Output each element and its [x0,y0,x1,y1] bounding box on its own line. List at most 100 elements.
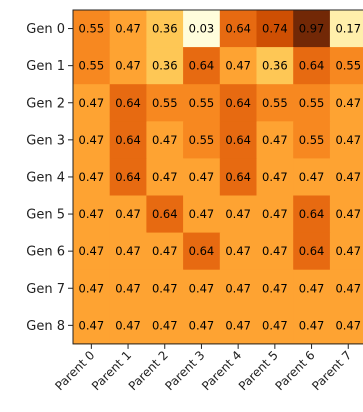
heatmap-cell [256,47,294,85]
y-tick-label: Gen 4 [26,170,65,185]
cell-value-label: 0.55 [189,133,215,147]
cell-value-label: 0.47 [335,318,361,332]
cell-value-label: 0.64 [152,207,178,221]
cell-value-label: 0.47 [335,244,361,258]
cell-value-label: 0.47 [189,318,215,332]
cell-value-label: 0.55 [152,96,178,110]
cell-value-label: 0.47 [225,318,251,332]
cell-value-label: 0.55 [299,96,325,110]
cell-value-label: 0.74 [262,22,288,36]
cell-value-label: 0.17 [335,22,361,36]
cell-value-label: 0.36 [262,59,288,73]
heatmap-cell [183,121,221,159]
cell-value-label: 0.47 [262,133,288,147]
cell-value-label: 0.47 [262,207,288,221]
heatmap-cell [256,306,294,345]
cell-value-label: 0.47 [335,133,361,147]
heatmap-cell [73,121,111,159]
cell-value-label: 0.55 [299,133,325,147]
heatmap-cell [293,232,331,271]
cell-value-label: 0.47 [115,281,141,295]
heatmap-cell [219,47,258,85]
heatmap-cell [183,269,221,308]
heatmap-cell [256,232,294,271]
cell-value-label: 0.64 [115,133,141,147]
heatmap-cell [183,47,221,85]
heatmap-cell [73,195,111,234]
cell-value-label: 0.36 [152,59,178,73]
heatmap-cell [146,232,184,271]
heatmap-cell [219,121,258,159]
cell-value-label: 0.47 [189,170,215,184]
cell-value-label: 0.47 [79,133,105,147]
heatmap-cell [73,158,111,197]
heatmap-cell [293,121,331,159]
y-tick-label: Gen 2 [26,96,65,111]
heatmap-cell [219,195,258,234]
heatmap-cell [256,195,294,234]
heatmap-cell [329,306,363,345]
heatmap-cell [329,269,363,308]
cell-value-label: 0.47 [115,22,141,36]
cell-value-label: 0.47 [152,170,178,184]
heatmap-cells [73,10,363,345]
cell-value-label: 0.64 [225,22,251,36]
cell-value-label: 0.64 [299,59,325,73]
heatmap-cell [146,84,184,122]
cell-value-label: 0.47 [189,207,215,221]
heatmap-cell [293,84,331,122]
cell-value-label: 0.55 [335,59,361,73]
cell-value-label: 0.47 [299,318,325,332]
y-tick-label: Gen 5 [26,208,65,223]
heatmap-cell [73,232,111,271]
heatmap-cell [109,47,147,85]
y-axis: Gen 0 Gen 1 Gen 2 Gen 3 Gen 4 Gen 5 Gen 6 Gen 7… [26,22,73,334]
heatmap-cell [73,306,111,345]
heatmap-cell [256,269,294,308]
heatmap-cell [73,47,111,85]
heatmap-cell [183,306,221,345]
heatmap-cell [183,232,221,271]
cell-value-label: 0.47 [79,244,105,258]
heatmap-cell [183,158,221,197]
heatmap-cell [146,306,184,345]
cell-value-label: 0.47 [225,244,251,258]
y-tick-label: Gen 1 [26,59,65,74]
heatmap-cell [329,195,363,234]
cell-value-label: 0.47 [335,96,361,110]
heatmap-cell [256,10,294,48]
cell-value-label: 0.47 [115,59,141,73]
heatmap-cell [73,269,111,308]
cell-value-label: 0.64 [225,96,251,110]
cell-value-label: 0.64 [189,244,215,258]
cell-value-label: 0.47 [115,318,141,332]
heatmap-cell [183,10,221,48]
cell-value-label: 0.64 [299,244,325,258]
heatmap-cell [329,158,363,197]
cell-value-label: 0.47 [79,207,105,221]
heatmap-cell [109,158,147,197]
cell-value-label: 0.97 [299,22,325,36]
cell-value-label: 0.47 [262,281,288,295]
cell-value-label: 0.36 [152,22,178,36]
cell-value-label: 0.64 [225,170,251,184]
cell-value-label: 0.47 [189,281,215,295]
heatmap-cell [256,84,294,122]
heatmap-cell [293,306,331,345]
heatmap-cell [256,121,294,159]
y-tick-label: Gen 6 [26,245,65,260]
heatmap-cell [329,232,363,271]
cell-value-label: 0.47 [152,318,178,332]
cell-value-label: 0.55 [79,22,105,36]
y-tick-label: Gen 3 [26,133,65,148]
cell-value-label: 0.47 [79,318,105,332]
cell-value-label: 0.64 [299,207,325,221]
cell-value-label: 0.47 [79,281,105,295]
cell-value-label: 0.47 [152,281,178,295]
heatmap-cell [109,195,147,234]
heatmap-cell [109,84,147,122]
cell-value-label: 0.47 [225,281,251,295]
plot-frame [72,9,363,345]
cell-value-label: 0.64 [189,59,215,73]
